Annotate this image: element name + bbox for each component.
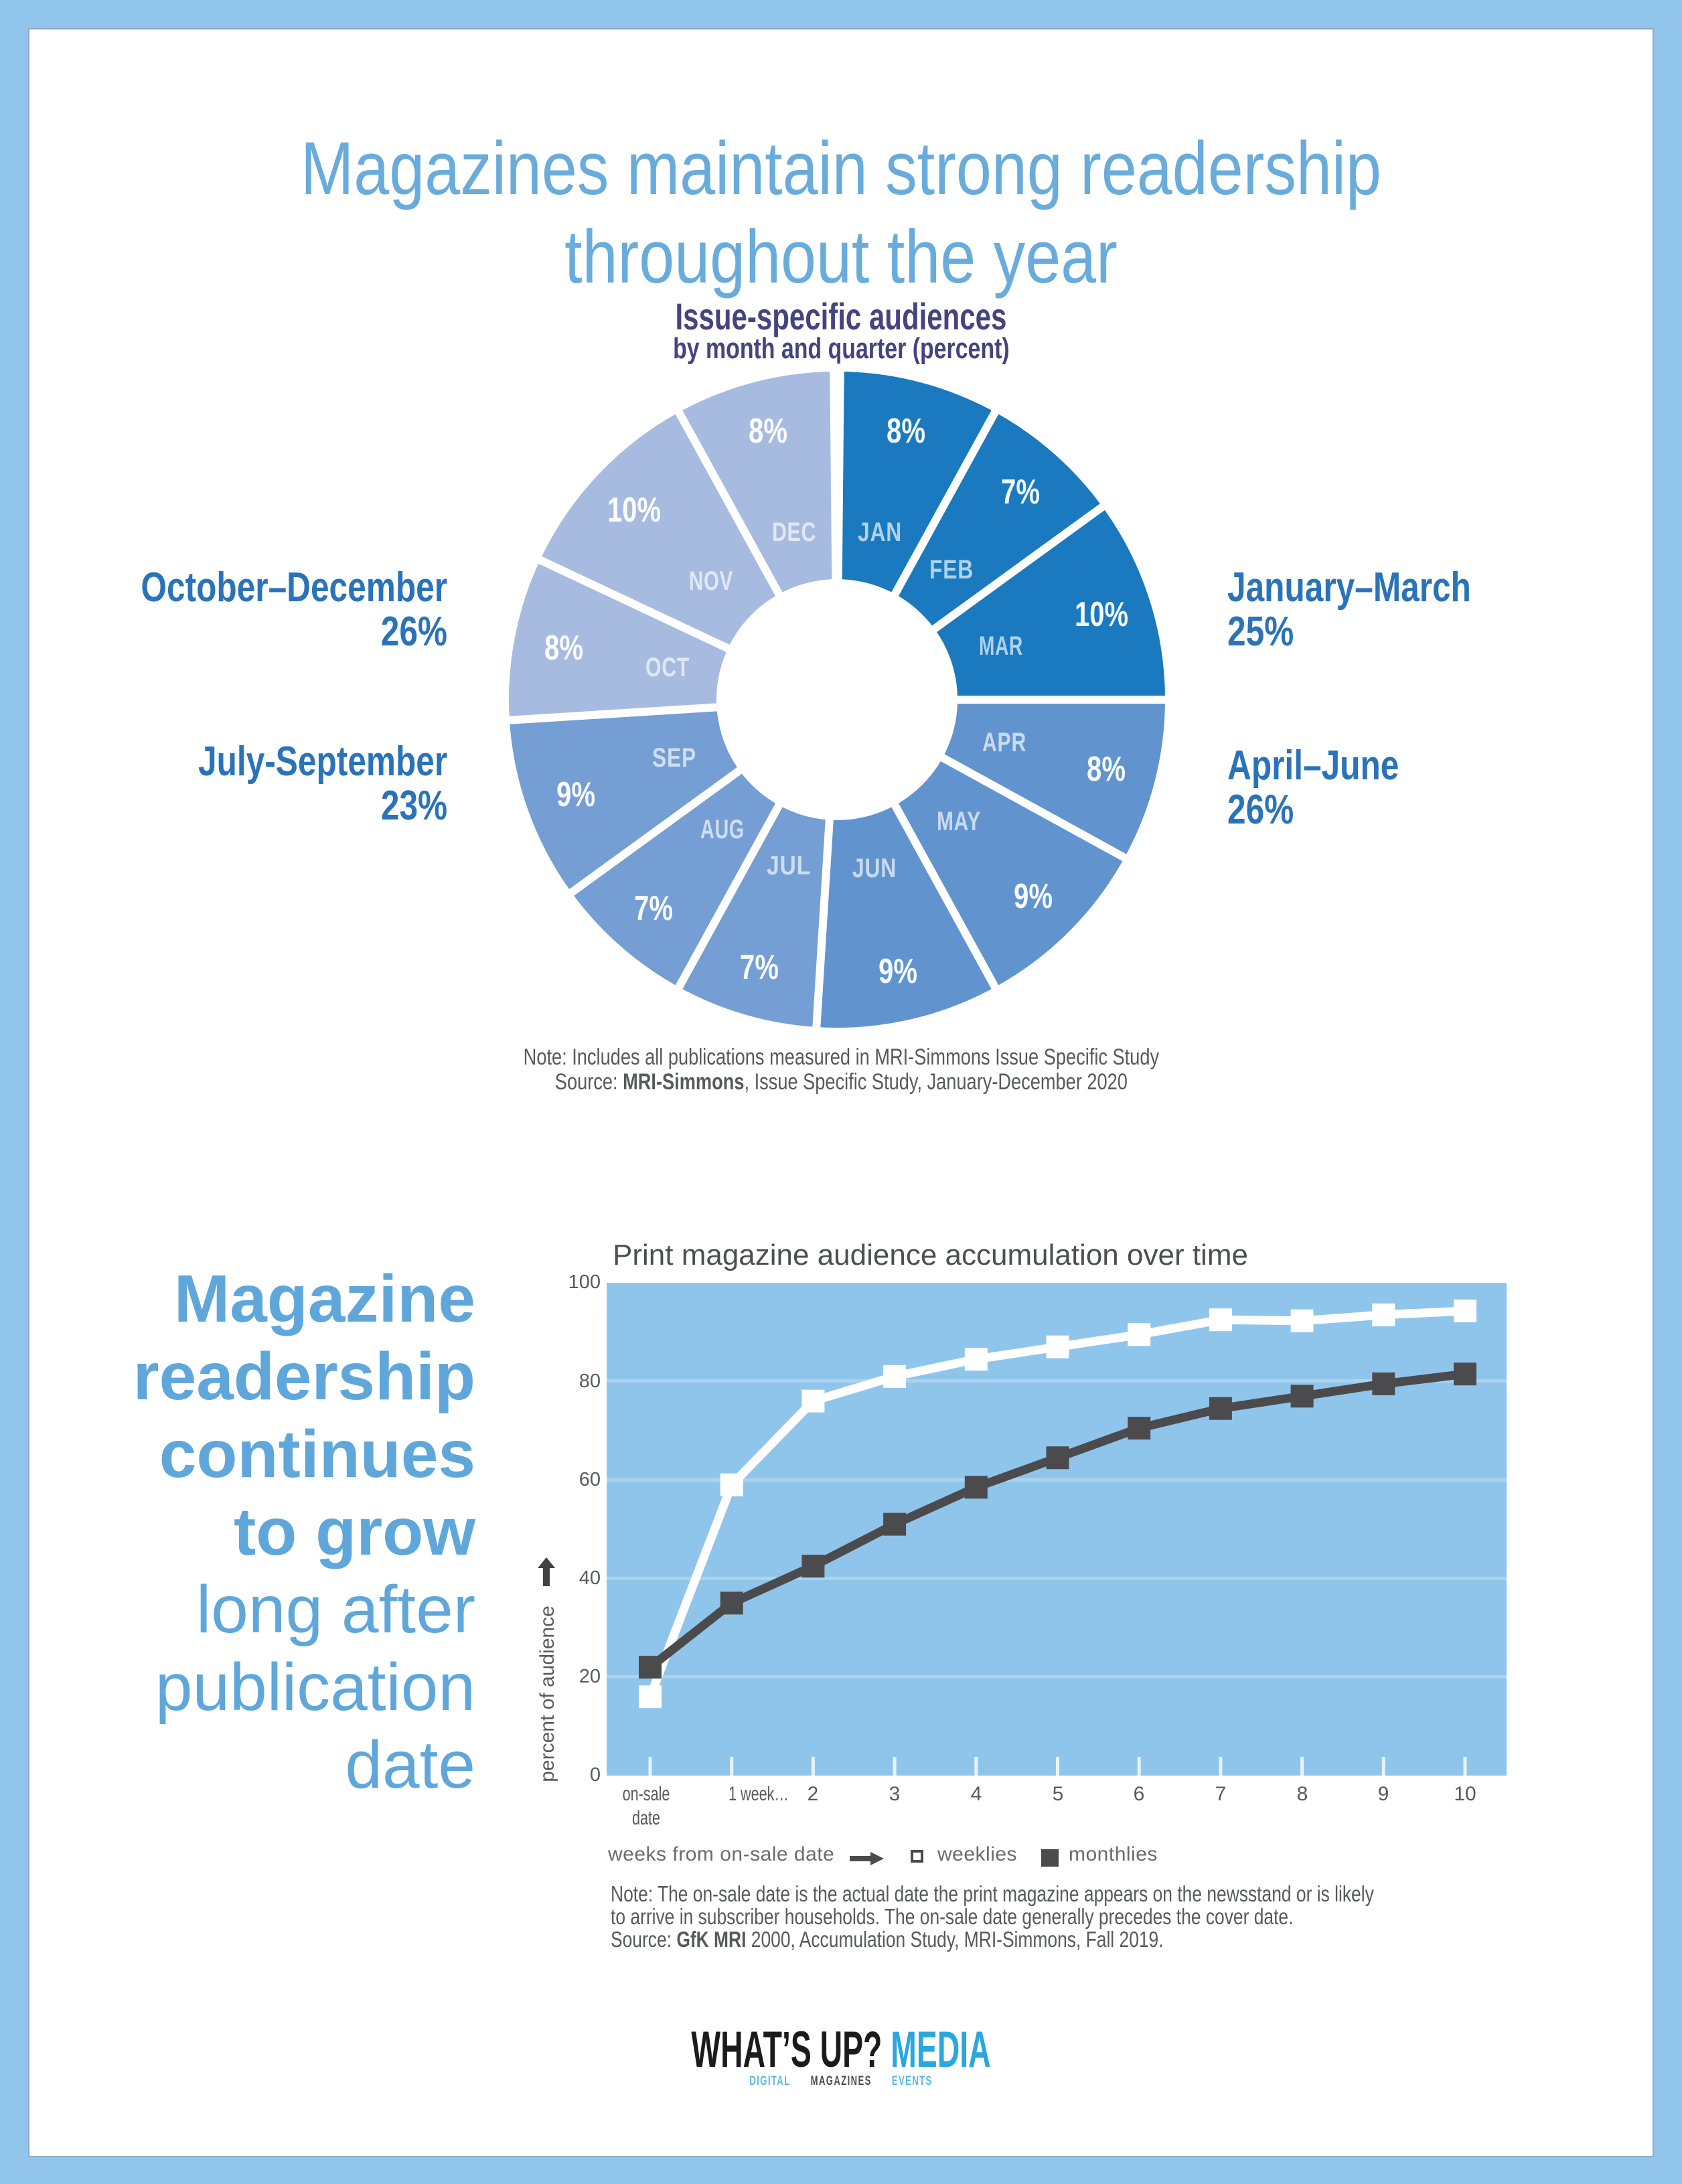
svg-text:JAN: JAN — [858, 518, 902, 547]
svg-text:7%: 7% — [740, 948, 779, 987]
svg-text:9%: 9% — [556, 775, 595, 814]
svg-text:FEB: FEB — [929, 555, 974, 584]
svg-text:9%: 9% — [1014, 877, 1053, 916]
svg-text:8%: 8% — [1087, 750, 1126, 789]
svg-text:9%: 9% — [878, 952, 917, 991]
svg-text:AUG: AUG — [700, 815, 745, 844]
svg-text:OCT: OCT — [645, 653, 690, 682]
svg-text:MAR: MAR — [979, 631, 1023, 661]
svg-text:NOV: NOV — [689, 566, 733, 596]
svg-text:7%: 7% — [1001, 473, 1040, 512]
svg-text:JUN: JUN — [852, 854, 897, 883]
svg-text:DEC: DEC — [772, 518, 816, 547]
svg-text:8%: 8% — [887, 412, 925, 451]
svg-text:10%: 10% — [1075, 595, 1128, 634]
svg-text:7%: 7% — [634, 889, 673, 928]
svg-text:8%: 8% — [544, 629, 583, 668]
svg-text:8%: 8% — [749, 412, 787, 451]
svg-text:10%: 10% — [607, 491, 661, 530]
svg-text:APR: APR — [982, 728, 1026, 757]
svg-text:MAY: MAY — [937, 807, 981, 836]
svg-text:SEP: SEP — [652, 743, 696, 773]
svg-text:JUL: JUL — [767, 851, 811, 880]
